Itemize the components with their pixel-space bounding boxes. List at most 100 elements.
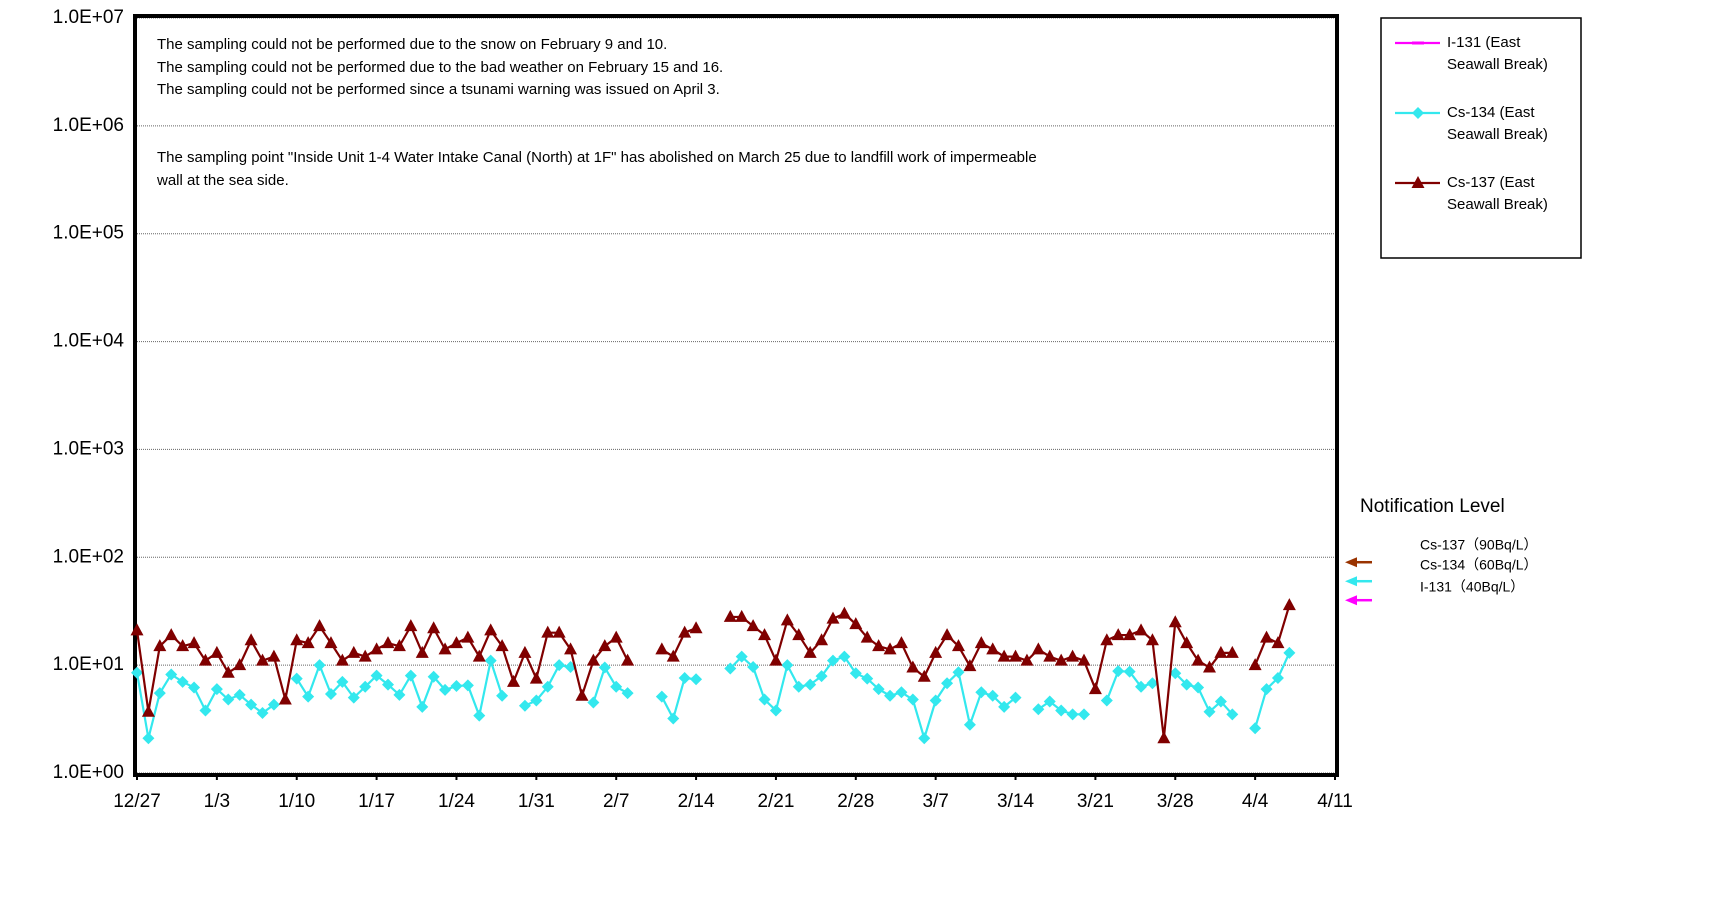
data-point	[974, 636, 988, 649]
data-point	[1203, 705, 1216, 718]
data-point	[1043, 695, 1056, 708]
legend-marker	[1412, 41, 1424, 45]
data-point	[906, 693, 919, 706]
data-point	[758, 693, 771, 706]
x-tick-label: 2/7	[603, 791, 629, 812]
data-point	[530, 694, 543, 707]
data-point	[1088, 682, 1102, 695]
data-point	[176, 639, 190, 652]
data-point	[131, 666, 143, 679]
notification-title: Notification Level	[1360, 496, 1505, 517]
data-point	[496, 689, 509, 702]
data-point	[998, 700, 1011, 713]
data-point	[598, 661, 611, 674]
data-point	[256, 653, 270, 666]
data-point	[735, 609, 749, 622]
x-tick-label: 1/10	[278, 791, 315, 812]
x-tick-label: 1/31	[518, 791, 555, 812]
data-point	[210, 645, 224, 658]
data-point	[735, 650, 748, 663]
data-point	[427, 621, 441, 634]
data-point	[347, 645, 361, 658]
data-point	[1282, 598, 1296, 611]
data-point	[1260, 683, 1273, 696]
data-point	[1214, 645, 1228, 658]
data-point	[404, 619, 418, 632]
data-point	[427, 670, 440, 683]
data-point	[667, 712, 680, 725]
notification-label: I-131（40Bq/L）	[1420, 579, 1524, 595]
data-point	[198, 653, 212, 666]
data-point	[1009, 691, 1022, 704]
data-point	[439, 683, 452, 696]
data-point	[861, 672, 874, 685]
annotation: The sampling could not be performed due …	[157, 59, 723, 76]
data-point	[986, 689, 999, 702]
data-point	[837, 606, 851, 619]
data-point	[507, 674, 521, 687]
data-point	[1077, 653, 1091, 666]
x-tick-label: 1/24	[438, 791, 475, 812]
x-tick-label: 2/14	[678, 791, 715, 812]
data-point	[541, 680, 554, 693]
x-tick-label: 12/27	[113, 791, 161, 812]
data-point	[826, 611, 840, 624]
data-point	[1135, 680, 1148, 693]
data-point	[678, 671, 691, 684]
data-point	[438, 642, 452, 655]
y-tick-label: 1.0E+03	[53, 438, 124, 459]
data-point	[758, 628, 772, 641]
data-point	[256, 706, 269, 719]
data-point	[655, 642, 669, 655]
data-point	[484, 654, 497, 667]
y-tick-label: 1.0E+05	[53, 223, 124, 244]
data-point	[804, 678, 817, 691]
data-point	[461, 630, 475, 643]
data-point	[917, 669, 931, 682]
data-point	[541, 625, 555, 638]
data-point	[1168, 615, 1182, 628]
data-point	[518, 699, 531, 712]
data-point	[461, 679, 474, 692]
data-point	[153, 639, 167, 652]
data-point	[963, 718, 976, 731]
y-tick-label: 1.0E+00	[53, 762, 124, 783]
data-point	[895, 686, 908, 699]
data-point	[370, 669, 383, 682]
data-point	[164, 628, 178, 641]
data-point	[780, 613, 794, 626]
data-point	[826, 654, 839, 667]
data-point	[1169, 667, 1182, 680]
data-point	[1066, 649, 1080, 662]
data-point	[963, 659, 977, 672]
y-tick-label: 1.0E+02	[53, 546, 124, 567]
data-point	[883, 642, 897, 655]
data-point	[1077, 708, 1090, 721]
data-point	[884, 689, 897, 702]
data-point	[1248, 658, 1262, 671]
legend-label: Cs-134 (East Seawall Break)	[1447, 104, 1548, 143]
data-point	[472, 649, 486, 662]
notification-label: Cs-134（60Bq/L）	[1420, 557, 1538, 573]
data-point	[552, 625, 566, 638]
data-point	[849, 617, 863, 630]
data-point	[952, 666, 965, 679]
data-point	[1260, 630, 1274, 643]
data-point	[529, 671, 543, 684]
data-point	[336, 675, 349, 688]
data-point	[233, 658, 247, 671]
data-point	[495, 639, 509, 652]
data-point	[1100, 633, 1114, 646]
data-point	[1249, 722, 1262, 735]
data-point	[324, 636, 338, 649]
data-point	[747, 661, 760, 674]
data-point	[621, 687, 634, 700]
data-point	[370, 642, 384, 655]
data-point	[302, 690, 315, 703]
data-point	[769, 653, 783, 666]
data-point	[1271, 636, 1285, 649]
data-point	[610, 680, 623, 693]
data-point	[245, 698, 258, 711]
